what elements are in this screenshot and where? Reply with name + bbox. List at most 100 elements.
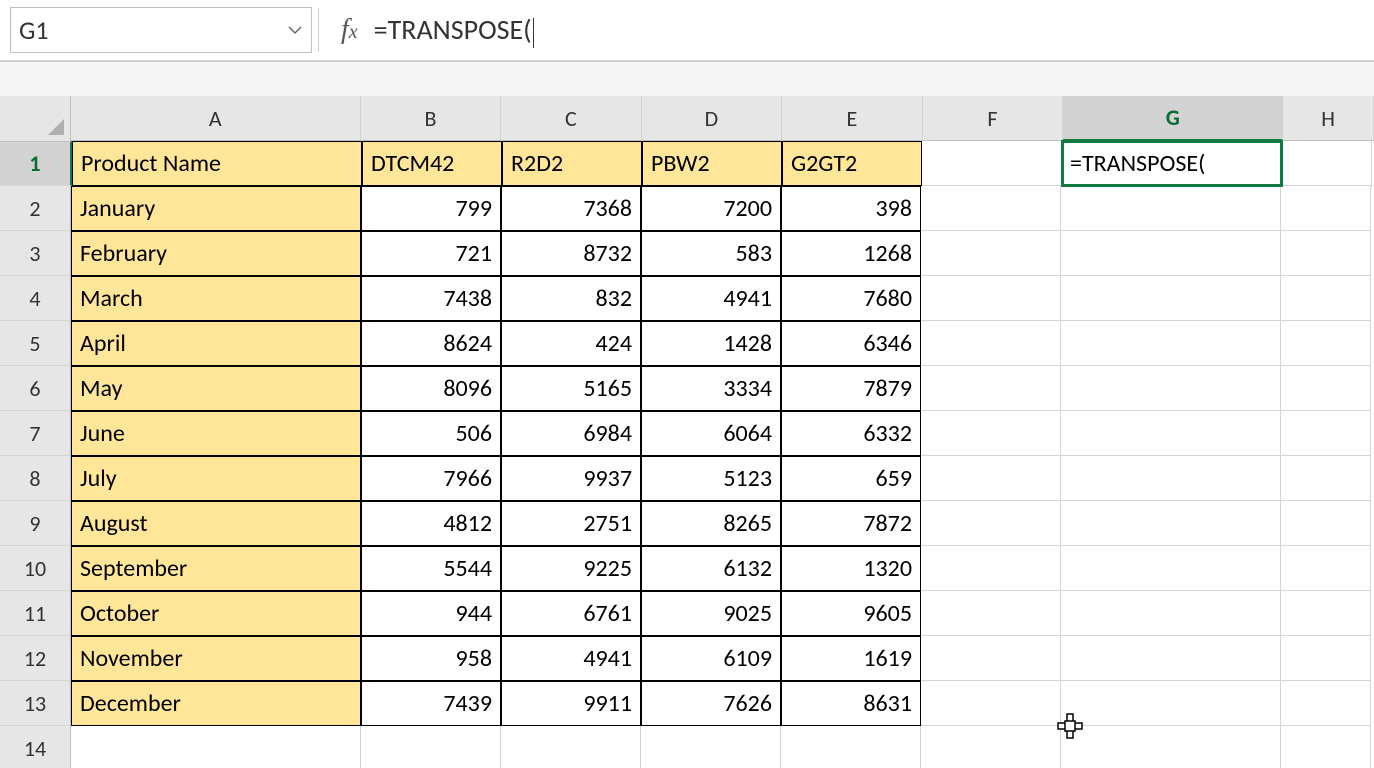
cell-B4[interactable]: 7438 (361, 276, 501, 321)
cell-F3[interactable] (921, 231, 1061, 276)
cell-F2[interactable] (921, 186, 1061, 231)
cell-H6[interactable] (1281, 366, 1371, 411)
cell-F6[interactable] (921, 366, 1061, 411)
cell-C11[interactable]: 6761 (501, 591, 641, 636)
column-header-A[interactable]: A (71, 96, 361, 141)
column-header-C[interactable]: C (501, 96, 641, 141)
row-header-6[interactable]: 6 (0, 366, 71, 411)
cell-E2[interactable]: 398 (781, 186, 921, 231)
cell-H12[interactable] (1281, 636, 1371, 681)
row-header-13[interactable]: 13 (0, 681, 71, 726)
cell-G9[interactable] (1061, 501, 1281, 546)
column-header-F[interactable]: F (923, 96, 1063, 141)
cell-H9[interactable] (1281, 501, 1371, 546)
cell-B14[interactable] (361, 726, 501, 768)
cell-E10[interactable]: 1320 (781, 546, 921, 591)
cell-H7[interactable] (1281, 411, 1371, 456)
cell-G13[interactable] (1061, 681, 1281, 726)
fx-icon[interactable]: fx (325, 14, 374, 46)
cell-D4[interactable]: 4941 (641, 276, 781, 321)
cell-E6[interactable]: 7879 (781, 366, 921, 411)
cell-B8[interactable]: 7966 (361, 456, 501, 501)
cell-F14[interactable] (921, 726, 1061, 768)
cell-H14[interactable] (1281, 726, 1371, 768)
cell-H4[interactable] (1281, 276, 1371, 321)
cell-B7[interactable]: 506 (361, 411, 501, 456)
cell-A12[interactable]: November (71, 636, 361, 681)
cell-D8[interactable]: 5123 (641, 456, 781, 501)
cell-D9[interactable]: 8265 (641, 501, 781, 546)
cell-A5[interactable]: April (71, 321, 361, 366)
cell-E5[interactable]: 6346 (781, 321, 921, 366)
cell-A2[interactable]: January (71, 186, 361, 231)
cell-C6[interactable]: 5165 (501, 366, 641, 411)
cell-E12[interactable]: 1619 (781, 636, 921, 681)
cell-E4[interactable]: 7680 (781, 276, 921, 321)
formula-input[interactable]: =TRANSPOSE( (374, 12, 1374, 47)
cell-E13[interactable]: 8631 (781, 681, 921, 726)
row-header-12[interactable]: 12 (0, 636, 71, 681)
select-all-corner[interactable] (0, 96, 71, 142)
cell-D6[interactable]: 3334 (641, 366, 781, 411)
cell-F12[interactable] (921, 636, 1061, 681)
cell-C14[interactable] (501, 726, 641, 768)
cell-H1[interactable] (1282, 141, 1372, 186)
cell-B12[interactable]: 958 (361, 636, 501, 681)
active-cell-G1[interactable]: =TRANSPOSE( (1062, 141, 1282, 186)
cell-C12[interactable]: 4941 (501, 636, 641, 681)
row-header-7[interactable]: 7 (0, 411, 71, 456)
row-header-11[interactable]: 11 (0, 591, 71, 636)
cell-D14[interactable] (641, 726, 781, 768)
cell-H8[interactable] (1281, 456, 1371, 501)
cell-B13[interactable]: 7439 (361, 681, 501, 726)
cell-F4[interactable] (921, 276, 1061, 321)
column-header-E[interactable]: E (782, 96, 922, 141)
cell-B6[interactable]: 8096 (361, 366, 501, 411)
row-header-9[interactable]: 9 (0, 501, 71, 546)
cell-G7[interactable] (1061, 411, 1281, 456)
cell-H5[interactable] (1281, 321, 1371, 366)
cell-B3[interactable]: 721 (361, 231, 501, 276)
cell-D11[interactable]: 9025 (641, 591, 781, 636)
cell-B9[interactable]: 4812 (361, 501, 501, 546)
cell-F5[interactable] (921, 321, 1061, 366)
cell-F9[interactable] (921, 501, 1061, 546)
cell-E9[interactable]: 7872 (781, 501, 921, 546)
cell-C13[interactable]: 9911 (501, 681, 641, 726)
cell-A10[interactable]: September (71, 546, 361, 591)
column-header-D[interactable]: D (642, 96, 782, 141)
cell-G11[interactable] (1061, 591, 1281, 636)
cell-H13[interactable] (1281, 681, 1371, 726)
cell-H11[interactable] (1281, 591, 1371, 636)
cell-D5[interactable]: 1428 (641, 321, 781, 366)
cell-D7[interactable]: 6064 (641, 411, 781, 456)
cell-A6[interactable]: May (71, 366, 361, 411)
cell-B10[interactable]: 5544 (361, 546, 501, 591)
cell-H10[interactable] (1281, 546, 1371, 591)
cell-C1[interactable]: R2D2 (502, 141, 642, 186)
row-header-4[interactable]: 4 (0, 276, 71, 321)
column-header-B[interactable]: B (361, 96, 501, 141)
column-header-G[interactable]: G (1063, 96, 1283, 141)
cell-C8[interactable]: 9937 (501, 456, 641, 501)
cell-G10[interactable] (1061, 546, 1281, 591)
row-header-14[interactable]: 14 (0, 726, 71, 768)
cell-H2[interactable] (1281, 186, 1371, 231)
cell-F1[interactable] (922, 141, 1062, 186)
cell-C7[interactable]: 6984 (501, 411, 641, 456)
cell-B2[interactable]: 799 (361, 186, 501, 231)
row-header-1[interactable]: 1 (0, 141, 72, 186)
row-header-2[interactable]: 2 (0, 186, 71, 231)
cell-C10[interactable]: 9225 (501, 546, 641, 591)
row-header-3[interactable]: 3 (0, 231, 71, 276)
cell-G2[interactable] (1061, 186, 1281, 231)
cell-C9[interactable]: 2751 (501, 501, 641, 546)
chevron-down-icon[interactable] (279, 21, 311, 40)
cell-F11[interactable] (921, 591, 1061, 636)
cell-C4[interactable]: 832 (501, 276, 641, 321)
cell-C5[interactable]: 424 (501, 321, 641, 366)
cell-G8[interactable] (1061, 456, 1281, 501)
cell-E14[interactable] (781, 726, 921, 768)
cell-G4[interactable] (1061, 276, 1281, 321)
cell-F7[interactable] (921, 411, 1061, 456)
